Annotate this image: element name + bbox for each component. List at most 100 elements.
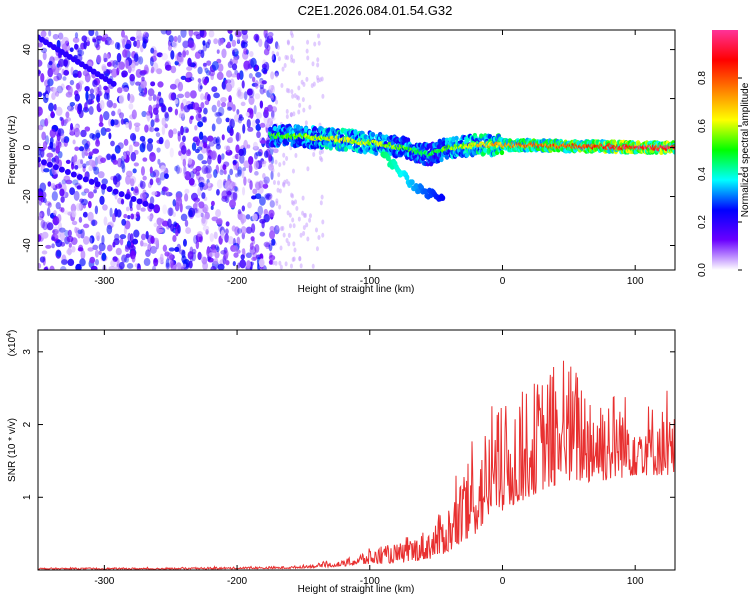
noise-speckle <box>52 86 57 96</box>
noise-speckle <box>84 150 88 157</box>
noise-speckle <box>96 54 102 64</box>
noise-speckle <box>158 136 164 145</box>
noise-speckle <box>246 144 251 149</box>
noise-speckle <box>194 136 200 142</box>
noise-speckle <box>106 69 113 74</box>
noise-speckle <box>129 73 135 82</box>
noise-speckle <box>55 202 61 210</box>
noise-speckle <box>128 103 134 110</box>
noise-speckle <box>232 104 236 112</box>
noise-speckle <box>112 256 118 262</box>
spectrogram-y-axis-label: Frequency (Hz) <box>7 116 18 185</box>
noise-speckle <box>213 92 220 99</box>
noise-speckle <box>236 236 241 246</box>
noise-speckle <box>114 145 121 154</box>
noise-speckle <box>277 56 281 62</box>
noise-speckle <box>202 225 210 232</box>
noise-speckle <box>168 92 175 101</box>
noise-speckle <box>238 114 243 119</box>
noise-speckle <box>69 79 75 86</box>
noise-speckle <box>172 234 177 242</box>
noise-speckle <box>152 107 159 116</box>
noise-speckle <box>203 78 208 86</box>
noise-speckle <box>122 49 128 58</box>
noise-speckle <box>182 171 187 177</box>
noise-speckle <box>187 157 193 165</box>
noise-speckle <box>215 112 223 117</box>
noise-speckle <box>198 131 204 141</box>
noise-speckle <box>112 213 116 223</box>
noise-speckle <box>141 110 147 118</box>
noise-speckle <box>172 128 178 135</box>
noise-speckle <box>135 81 141 86</box>
noise-speckle <box>177 81 184 92</box>
noise-speckle <box>263 106 269 115</box>
noise-speckle <box>301 195 305 201</box>
noise-speckle <box>50 183 56 189</box>
noise-speckle <box>188 260 193 269</box>
noise-speckle <box>80 159 84 165</box>
noise-speckle <box>167 44 173 52</box>
noise-speckle <box>128 245 136 252</box>
noise-speckle <box>121 70 128 78</box>
noise-speckle <box>224 79 228 85</box>
spectrogram-x-tick-label: 100 <box>627 276 644 287</box>
noise-speckle <box>237 209 242 215</box>
noise-speckle <box>42 51 47 61</box>
noise-speckle <box>215 138 220 144</box>
spectrogram-x-axis-label: Height of straight line (km) <box>298 284 415 295</box>
spectrogram-frame <box>37 29 676 271</box>
noise-speckle <box>164 251 170 257</box>
noise-speckle <box>216 100 221 108</box>
noise-speckle <box>208 252 214 258</box>
noise-speckle <box>147 243 152 252</box>
noise-speckle <box>131 109 137 120</box>
noise-streak-point <box>112 188 119 195</box>
noise-speckle <box>218 106 225 117</box>
noise-speckle <box>311 263 315 269</box>
noise-speckle <box>190 115 194 120</box>
noise-speckle <box>160 165 166 172</box>
noise-speckle <box>94 258 99 266</box>
noise-speckle <box>173 35 178 43</box>
noise-speckle <box>88 30 95 37</box>
noise-speckle <box>136 263 141 269</box>
noise-speckle <box>74 164 79 170</box>
noise-speckle <box>294 153 298 159</box>
noise-speckle <box>60 207 65 213</box>
noise-speckle <box>105 53 110 60</box>
noise-speckle <box>294 199 298 205</box>
noise-speckle <box>178 249 186 255</box>
noise-speckle <box>38 91 41 98</box>
noise-speckle <box>128 144 133 154</box>
colorbar-tick-label: 0.6 <box>697 119 708 133</box>
noise-speckle <box>92 166 97 171</box>
noise-speckle <box>305 222 309 228</box>
noise-speckle <box>320 76 324 82</box>
noise-speckle <box>203 107 208 115</box>
noise-speckle <box>284 261 288 267</box>
noise-speckle <box>268 240 272 246</box>
noise-speckle <box>274 159 278 165</box>
noise-speckle <box>164 139 171 150</box>
noise-speckle <box>164 111 169 119</box>
noise-speckle <box>242 123 246 134</box>
noise-speckle <box>317 40 321 46</box>
noise-speckle <box>43 168 50 173</box>
noise-speckle <box>88 106 94 115</box>
noise-speckle <box>215 209 221 218</box>
noise-speckle <box>241 30 248 35</box>
noise-speckle <box>241 205 246 212</box>
noise-speckle <box>268 153 272 163</box>
noise-speckle <box>65 159 71 164</box>
signal-branch-point <box>409 179 415 186</box>
noise-speckle <box>108 39 115 45</box>
noise-speckle <box>133 229 140 238</box>
noise-speckle <box>282 232 286 238</box>
noise-speckle <box>106 99 113 108</box>
noise-speckle <box>99 99 105 110</box>
noise-speckle <box>81 35 88 42</box>
snr-x-axis-label: Height of straight line (km) <box>298 584 415 595</box>
noise-speckle <box>229 168 234 176</box>
noise-speckle <box>177 224 181 234</box>
